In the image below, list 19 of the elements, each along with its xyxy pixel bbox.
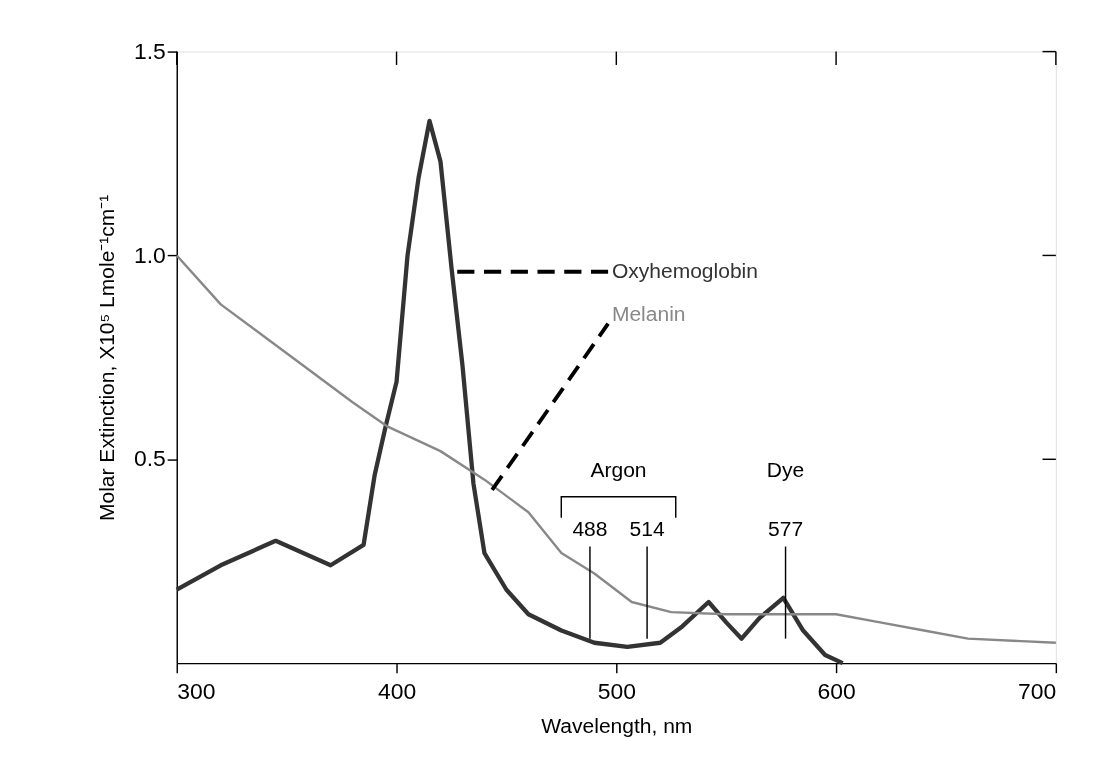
y-tick-label: 1.5 bbox=[133, 37, 166, 64]
ref-line-label: 514 bbox=[629, 517, 665, 541]
x-axis-title: Wavelength, nm bbox=[541, 714, 693, 738]
x-tick-label: 500 bbox=[597, 677, 636, 704]
ref-line-label: 488 bbox=[572, 517, 608, 541]
line-series bbox=[174, 118, 845, 666]
line-series bbox=[175, 254, 1058, 644]
annotation: Dye bbox=[766, 458, 805, 482]
x-tick-label: 400 bbox=[377, 677, 417, 704]
y-tick-label: 0.5 bbox=[133, 445, 166, 472]
x-tick-label: 300 bbox=[177, 677, 216, 704]
text: Melanin bbox=[611, 301, 686, 325]
text: Oxyhemoglobin bbox=[611, 259, 758, 283]
y-axis-title: Molar Extinction, X10⁵ Lmole⁻¹cm⁻¹ bbox=[94, 194, 118, 522]
x-tick-label: 700 bbox=[1018, 677, 1057, 704]
annotation: Argon bbox=[590, 458, 647, 482]
x-tick-label: 600 bbox=[817, 677, 856, 704]
y-tick-label: 1.0 bbox=[133, 241, 166, 268]
ref-line-label: 577 bbox=[768, 517, 804, 541]
